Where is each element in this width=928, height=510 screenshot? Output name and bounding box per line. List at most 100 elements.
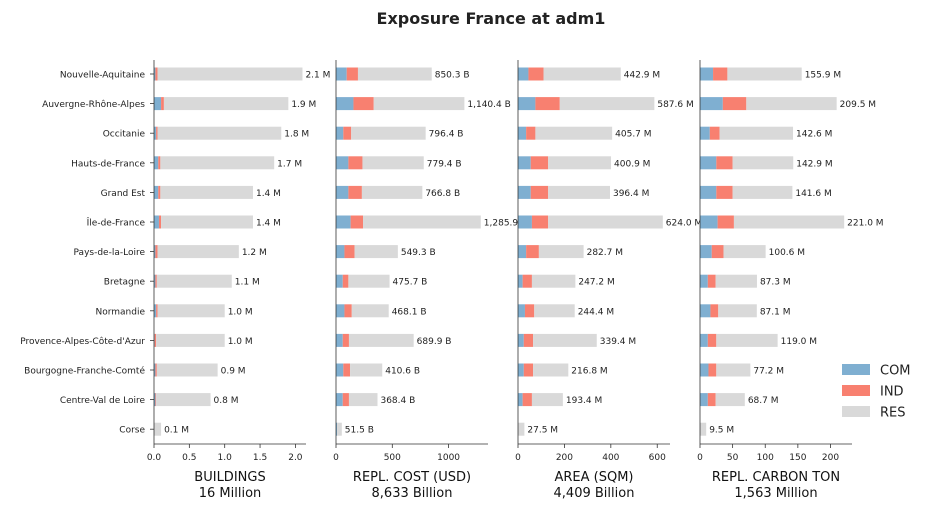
bar-com	[154, 304, 157, 318]
bar-res	[535, 126, 613, 140]
bar-com	[518, 333, 524, 347]
bar-com	[336, 215, 351, 229]
bar-ind	[717, 215, 734, 229]
bar-com	[336, 97, 354, 111]
total-label: 247.2 M	[578, 278, 614, 288]
bar-res	[351, 126, 426, 140]
bar-ind	[155, 393, 157, 407]
total-label: 193.4 M	[566, 396, 602, 406]
total-label: 549.3 B	[401, 248, 436, 258]
x-tick-label: 600	[649, 453, 666, 463]
region-label: Grand Est	[101, 189, 146, 199]
bar-ind	[535, 97, 560, 111]
bar-com	[700, 304, 711, 318]
total-label: 396.4 M	[613, 189, 649, 199]
total-label: 442.9 M	[624, 71, 660, 81]
x-tick-label: 1000	[437, 453, 460, 463]
bar-res	[534, 304, 575, 318]
bar-ind	[710, 304, 719, 318]
total-label: 77.2 M	[753, 367, 784, 377]
bar-com	[518, 97, 536, 111]
bar-ind	[342, 393, 349, 407]
bar-ind	[522, 393, 532, 407]
total-label: 1.1 M	[235, 278, 260, 288]
legend-label: RES	[880, 406, 906, 421]
x-tick-label: 200	[556, 453, 573, 463]
total-label: 624.0 M	[666, 219, 702, 229]
total-label: 1,140.4 B	[467, 100, 510, 110]
legend-swatch-com	[842, 364, 870, 375]
bar-res	[733, 215, 845, 229]
x-axis-subtitle: 1,563 Million	[734, 486, 817, 501]
bar-res	[719, 126, 794, 140]
bar-com	[336, 304, 345, 318]
total-label: 405.7 M	[615, 130, 651, 140]
bar-ind	[344, 304, 352, 318]
x-tick-label: 400	[602, 453, 619, 463]
bar-res	[361, 185, 423, 199]
x-axis-subtitle: 16 Million	[199, 486, 262, 501]
bar-res	[350, 363, 383, 377]
bar-res	[157, 304, 225, 318]
x-tick-label: 0	[697, 453, 703, 463]
x-tick-label: 1.0	[218, 453, 233, 463]
total-label: 0.1 M	[164, 426, 189, 436]
bar-ind	[155, 274, 157, 288]
bar-ind	[343, 363, 351, 377]
total-label: 155.9 M	[805, 71, 841, 81]
bar-ind	[348, 185, 362, 199]
bar-com	[154, 245, 156, 259]
bar-ind	[713, 67, 728, 81]
bar-res	[351, 304, 389, 318]
x-axis-label: BUILDINGS	[194, 470, 265, 485]
region-label: Normandie	[95, 307, 145, 317]
bar-com	[154, 67, 156, 81]
bar-com	[700, 363, 709, 377]
bar-com	[154, 97, 162, 111]
x-tick-label: 100	[757, 453, 774, 463]
bar-com	[700, 126, 710, 140]
total-label: 468.1 B	[392, 307, 427, 317]
bar-res	[363, 215, 481, 229]
bar-com	[700, 245, 712, 259]
x-tick-label: 2.0	[288, 453, 303, 463]
bar-res	[161, 215, 253, 229]
bar-ind	[155, 363, 157, 377]
bar-com	[336, 185, 349, 199]
bar-com	[336, 393, 343, 407]
x-tick-label: 1.5	[253, 453, 267, 463]
bar-com	[518, 156, 531, 170]
bar-res	[354, 245, 398, 259]
bar-com	[518, 215, 532, 229]
total-label: 587.6 M	[657, 100, 693, 110]
total-label: 141.6 M	[795, 189, 831, 199]
total-label: 142.9 M	[796, 159, 832, 169]
region-label: Bretagne	[104, 278, 146, 288]
legend-swatch-res	[842, 406, 870, 417]
total-label: 368.4 B	[380, 396, 415, 406]
region-label: Île-de-France	[86, 217, 146, 229]
bar-com	[518, 126, 527, 140]
x-tick-label: 0	[333, 453, 339, 463]
bar-ind	[711, 245, 724, 259]
total-label: 1.7 M	[277, 159, 302, 169]
bar-res	[348, 333, 414, 347]
bar-ind	[158, 215, 162, 229]
total-label: 100.6 M	[769, 248, 805, 258]
bar-res	[543, 67, 621, 81]
bar-com	[518, 274, 523, 288]
bar-res	[154, 422, 162, 436]
bar-res	[716, 363, 751, 377]
total-label: 68.7 M	[748, 396, 779, 406]
total-label: 119.0 M	[781, 337, 817, 347]
panel-3: 442.9 M 587.6 M 405.7 M 400.9 M 396.4 M 624.0…	[515, 60, 702, 501]
total-label: 0.9 M	[221, 367, 246, 377]
bar-ind	[708, 363, 717, 377]
region-label: Hauts-de-France	[71, 159, 145, 169]
total-label: 1,285.9	[484, 219, 519, 229]
region-label: Pays-de-la-Loire	[74, 248, 146, 258]
region-label: Centre-Val de Loire	[60, 396, 146, 406]
total-label: 1.0 M	[228, 307, 253, 317]
bar-res	[518, 422, 525, 436]
bar-res	[156, 363, 218, 377]
